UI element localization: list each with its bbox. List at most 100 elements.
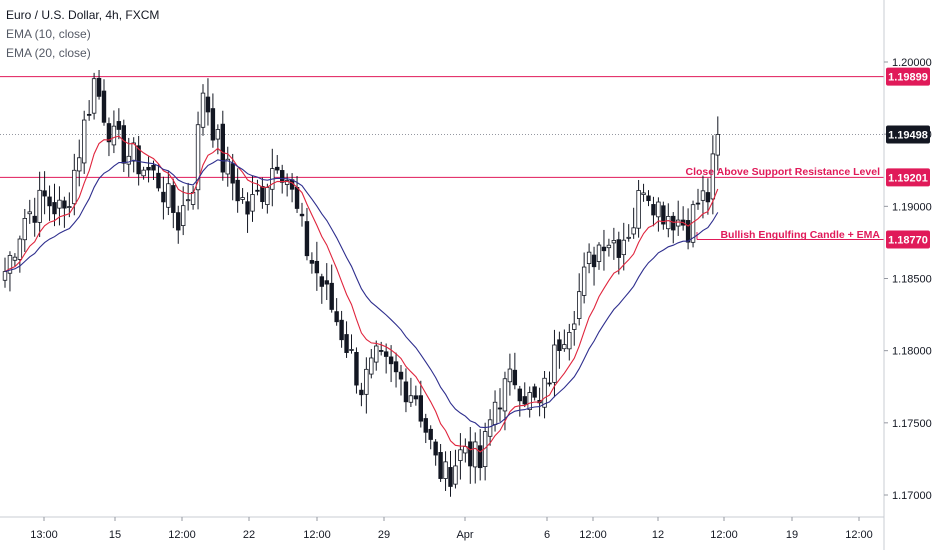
- legend-title[interactable]: Euro / U.S. Dollar, 4h, FXCM: [6, 8, 160, 22]
- ema10-line: [4, 135, 719, 453]
- candle-body: [433, 441, 438, 456]
- candle-body: [354, 352, 359, 386]
- candle-body: [116, 121, 122, 130]
- candle-body: [547, 382, 552, 385]
- candle-body: [37, 189, 42, 223]
- candle-body: [542, 377, 547, 408]
- candle-body: [67, 206, 72, 208]
- candle-body: [279, 170, 285, 183]
- level-lines: [0, 76, 884, 241]
- candle-body: [62, 200, 67, 209]
- time-axis[interactable]: 13:00 15 12:00 22 12:00 29 Apr 6 12:00 12 12:00 19 1…: [0, 516, 884, 541]
- candle-body: [161, 191, 166, 203]
- candle-body: [473, 441, 478, 468]
- annotation-bullish-engulfing: Bullish Engulfing Candle + EMA: [720, 229, 880, 241]
- candle-body: [631, 227, 636, 235]
- candle-body: [156, 172, 161, 189]
- candle-body: [235, 179, 240, 202]
- candle-body: [82, 119, 87, 164]
- x-tick-label: 29: [378, 529, 390, 541]
- candle-body: [180, 205, 186, 226]
- candle-body: [304, 221, 310, 257]
- candle-body: [710, 153, 716, 200]
- candle-body: [408, 395, 414, 403]
- candle-body: [522, 396, 527, 405]
- candle-body: [527, 392, 532, 410]
- price-tags: 1.19899 1.19498 1.19201 1.18770: [886, 67, 930, 249]
- candle-body: [111, 125, 117, 146]
- candle-body: [369, 357, 374, 375]
- candle-body: [715, 134, 720, 156]
- candle-body: [646, 195, 651, 202]
- candle-body: [255, 189, 260, 192]
- y-tick-label: 1.18000: [892, 346, 932, 358]
- candle-body: [275, 166, 280, 171]
- candle-body: [468, 441, 473, 467]
- candle-body: [314, 260, 320, 274]
- annotations-layer: Close Above Support Resistance Level Bul…: [685, 166, 880, 241]
- candle-body: [438, 452, 443, 479]
- candle-body: [225, 158, 230, 175]
- candle-body: [17, 238, 23, 260]
- legend-ema10[interactable]: EMA (10, close): [6, 27, 91, 41]
- price-tag-box: [886, 67, 930, 86]
- price-tag-box: [886, 125, 930, 144]
- candle-body: [176, 212, 181, 231]
- candle-body: [359, 389, 364, 396]
- candle-body: [12, 256, 18, 261]
- x-tick-label: 12:00: [303, 529, 331, 541]
- candle-body: [685, 220, 691, 243]
- candle-body: [532, 386, 537, 398]
- candle-body: [567, 332, 572, 350]
- y-tick-label: 1.20000: [892, 57, 932, 69]
- candle-body: [210, 108, 216, 141]
- candle-body: [621, 239, 626, 256]
- y-tick-label: 1.19000: [892, 201, 932, 213]
- candle-body: [552, 344, 557, 383]
- candle-body: [577, 291, 582, 319]
- candle-body: [388, 356, 394, 365]
- x-tick-label: 12:00: [845, 529, 873, 541]
- candle-body: [230, 163, 235, 184]
- x-tick-label: 12:00: [168, 529, 196, 541]
- y-tick-label: 1.17500: [892, 418, 932, 430]
- candle-body: [364, 368, 369, 395]
- ema20-line: [4, 159, 719, 429]
- candle-body: [606, 244, 612, 249]
- candle-body: [250, 194, 255, 212]
- candle-body: [572, 323, 577, 330]
- legend-ema20[interactable]: EMA (20, close): [6, 46, 91, 60]
- candle-body: [700, 190, 706, 201]
- candle-body: [487, 419, 493, 437]
- candle-body: [57, 199, 62, 209]
- candle-body: [626, 236, 631, 239]
- candle-body: [349, 349, 354, 351]
- candle-body: [245, 201, 250, 215]
- x-tick-label: 13:00: [30, 529, 58, 541]
- candle-body: [215, 129, 221, 140]
- candle-body: [22, 218, 27, 241]
- candle-body: [413, 395, 419, 400]
- candle-body: [171, 185, 176, 213]
- candle-body: [562, 344, 567, 350]
- x-tick-label: 15: [109, 529, 121, 541]
- candle-body: [676, 219, 681, 227]
- price-tag-box: [886, 168, 930, 187]
- candles-layer: [2, 70, 720, 497]
- x-tick-label: 12:00: [710, 529, 738, 541]
- candle-body: [205, 96, 211, 113]
- candle-body: [151, 164, 156, 171]
- candle-body: [512, 369, 518, 386]
- candle-body: [32, 215, 37, 223]
- candle-body: [7, 255, 13, 274]
- candle-body: [190, 191, 196, 205]
- price-tag-label: 1.18770: [888, 235, 928, 247]
- candle-body: [27, 211, 32, 215]
- candle-body: [661, 205, 666, 225]
- candle-body: [641, 192, 646, 195]
- candle-body: [418, 395, 423, 422]
- x-tick-label: 6: [544, 529, 550, 541]
- candle-body: [77, 157, 82, 172]
- candle-body: [284, 180, 290, 185]
